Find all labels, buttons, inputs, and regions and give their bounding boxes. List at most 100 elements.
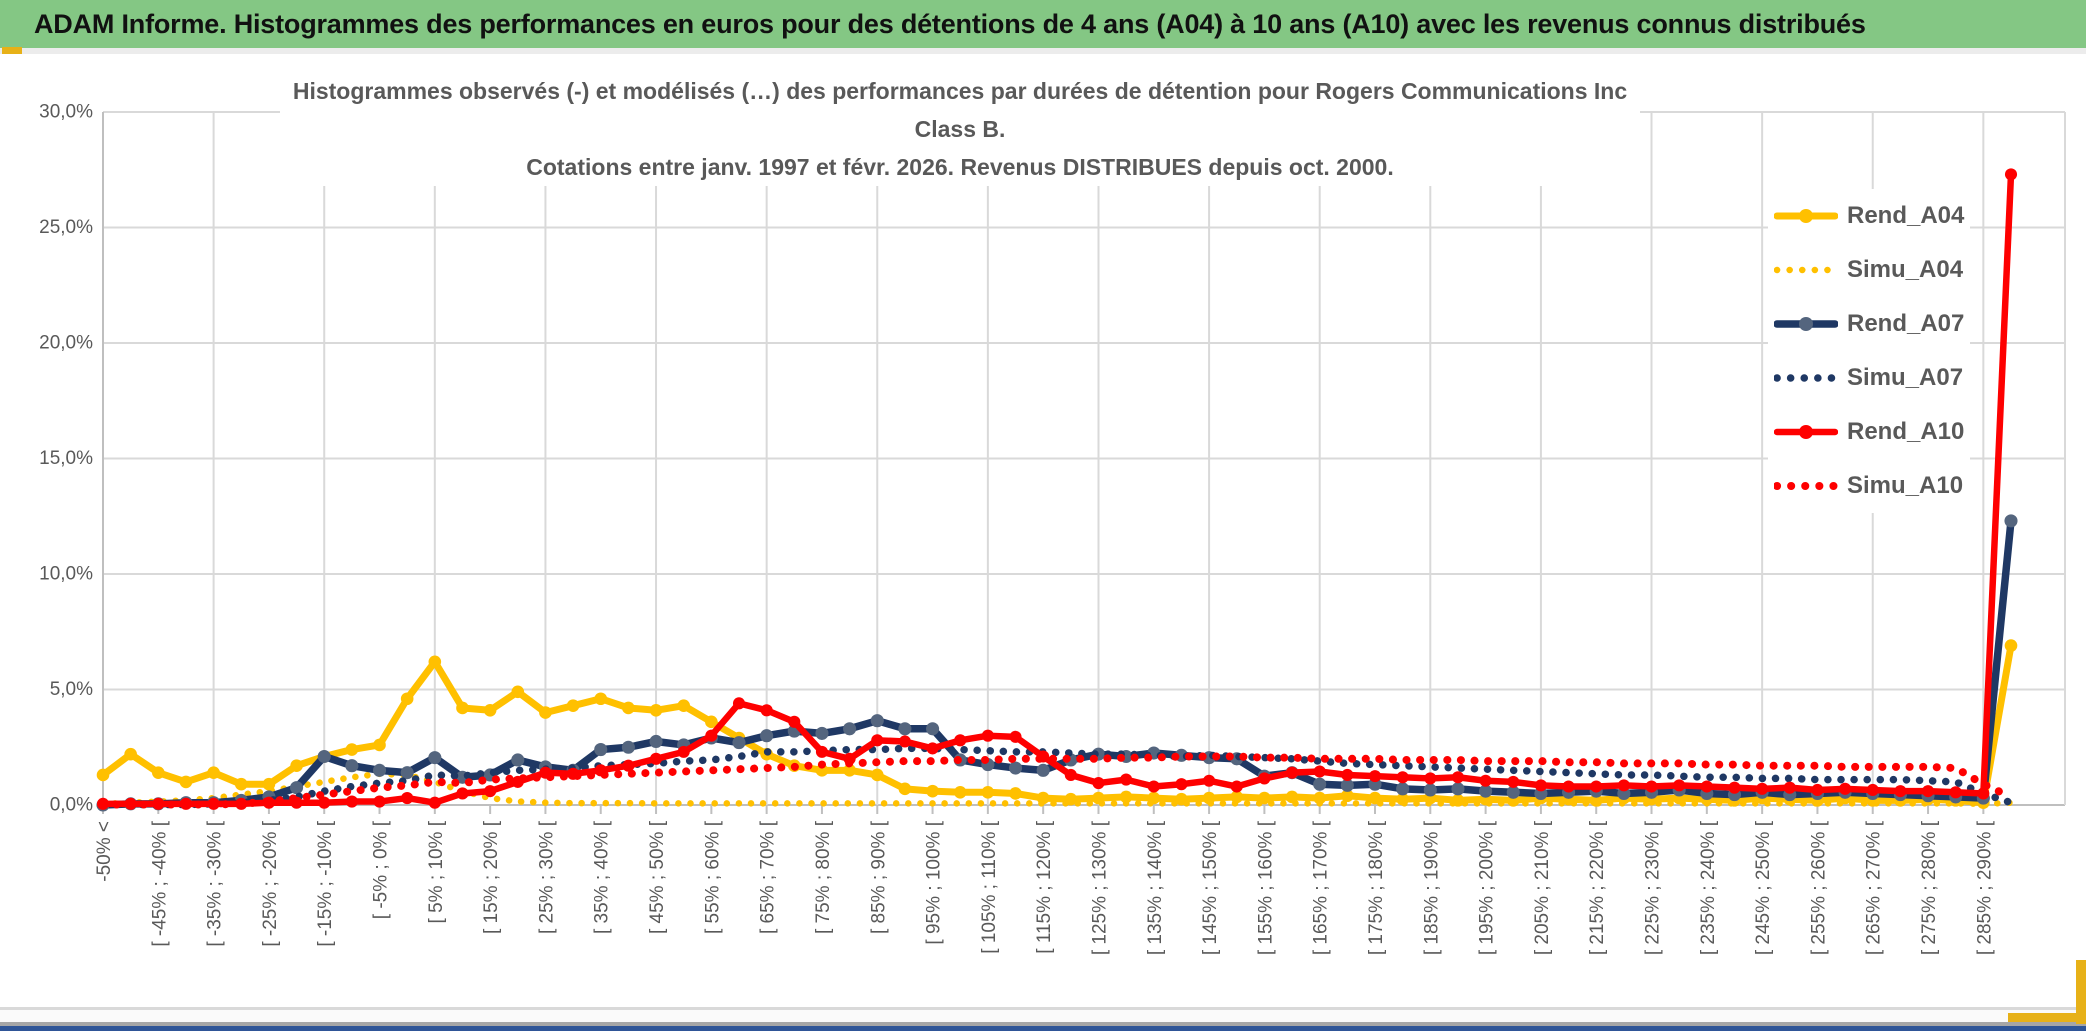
data-point-Rend_A04 xyxy=(511,685,525,699)
data-point-Rend_A10 xyxy=(1839,782,1852,795)
data-point-Rend_A04 xyxy=(622,701,635,715)
data-point-Rend_A10 xyxy=(1147,780,1160,793)
legend-item-Simu_A04: Simu_A04 xyxy=(1774,243,1964,297)
data-point-Rend_A10 xyxy=(401,792,414,805)
data-point-Rend_A07 xyxy=(815,726,829,740)
series-Simu_A04 xyxy=(99,770,2015,808)
data-point-Rend_A04 xyxy=(981,785,995,799)
data-point-Rend_A04 xyxy=(1313,791,1326,805)
legend-swatch-Rend_A04 xyxy=(1774,209,1838,223)
y-axis-label: 20,0% xyxy=(39,333,93,354)
x-axis-label: [ 65% ; 70% [ xyxy=(758,820,779,934)
data-point-Rend_A10 xyxy=(954,734,967,747)
data-point-Rend_A07 xyxy=(870,714,884,728)
data-point-Rend_A07 xyxy=(372,763,387,777)
data-point-Rend_A04 xyxy=(815,764,829,777)
data-point-Rend_A10 xyxy=(1451,771,1465,784)
data-point-Rend_A10 xyxy=(732,697,746,710)
data-point-Rend_A10 xyxy=(622,759,635,772)
x-axis-labels: -50% < [ -45% ; -40% [[ -35% ; -30% [[ -2… xyxy=(94,805,1995,955)
data-point-Rend_A10 xyxy=(1977,787,1990,800)
x-axis-label: [ 285% ; 290% [ xyxy=(1974,820,1995,955)
gold-accent-right xyxy=(2076,960,2086,1024)
data-point-Rend_A10 xyxy=(1728,781,1741,794)
data-point-Rend_A10 xyxy=(1507,775,1520,788)
data-point-Rend_A10 xyxy=(1064,768,1077,782)
chart-title-line1: Histogrammes observés (-) et modélisés (… xyxy=(292,78,1628,142)
x-axis-label: [ 75% ; 80% [ xyxy=(813,820,834,934)
data-point-Rend_A10 xyxy=(2004,168,2018,181)
data-point-Rend_A07 xyxy=(2004,514,2018,528)
data-point-Rend_A04 xyxy=(594,692,608,706)
x-axis-label: [ 45% ; 50% [ xyxy=(647,820,668,934)
x-axis-label: -50% < xyxy=(94,821,115,882)
data-point-Rend_A07 xyxy=(898,722,912,736)
data-point-Rend_A10 xyxy=(1562,780,1575,793)
data-point-Rend_A10 xyxy=(1866,783,1879,797)
data-point-Rend_A04 xyxy=(843,764,856,777)
data-point-Rend_A07 xyxy=(1506,785,1520,799)
data-point-Rend_A04 xyxy=(898,782,912,796)
legend-label: Rend_A10 xyxy=(1847,418,1965,445)
data-point-Rend_A10 xyxy=(1258,772,1271,785)
legend-swatch-Rend_A07 xyxy=(1774,317,1838,331)
data-point-Rend_A07 xyxy=(400,766,414,780)
data-point-Rend_A10 xyxy=(788,715,801,728)
data-point-Rend_A04 xyxy=(96,768,110,782)
data-point-Rend_A10 xyxy=(1783,781,1796,794)
data-point-Rend_A04 xyxy=(870,768,884,782)
data-point-Rend_A10 xyxy=(705,729,718,742)
data-point-Rend_A10 xyxy=(318,796,331,809)
data-point-Rend_A10 xyxy=(1756,782,1769,795)
data-point-Rend_A10 xyxy=(677,745,690,758)
data-point-Rend_A10 xyxy=(345,795,358,808)
data-point-Rend_A07 xyxy=(1340,778,1354,792)
banner-divider xyxy=(0,48,2086,54)
legend-swatch-Rend_A10 xyxy=(1774,425,1838,439)
x-axis-label: [ 215% ; 220% [ xyxy=(1587,820,1608,955)
data-point-Rend_A10 xyxy=(1590,780,1603,793)
legend-item-Rend_A07: Rend_A07 xyxy=(1774,297,1964,351)
x-axis-label: [ 255% ; 260% [ xyxy=(1808,820,1829,955)
x-axis-label: [ -5% ; 0% [ xyxy=(371,820,392,919)
data-point-Rend_A04 xyxy=(705,715,718,729)
data-point-Rend_A10 xyxy=(1617,779,1630,792)
y-axis-label: 25,0% xyxy=(39,217,93,238)
x-axis-label: [ 225% ; 230% [ xyxy=(1643,820,1664,955)
series-Simu_A07 xyxy=(99,744,2015,809)
x-axis-label: [ 125% ; 130% [ xyxy=(1089,820,1110,955)
legend-label: Rend_A04 xyxy=(1847,202,1965,229)
x-axis-label: [ -25% ; -20% [ xyxy=(260,820,281,946)
data-point-Rend_A04 xyxy=(290,759,303,773)
x-axis-label: [ 205% ; 210% [ xyxy=(1532,820,1553,955)
data-point-Rend_A10 xyxy=(1700,780,1713,793)
data-point-Rend_A04 xyxy=(1230,790,1244,804)
data-point-Rend_A04 xyxy=(1119,790,1133,804)
data-point-Rend_A10 xyxy=(1424,772,1437,785)
x-axis-label: [ -45% ; -40% [ xyxy=(149,820,170,946)
data-point-Rend_A07 xyxy=(428,751,442,765)
x-axis-label: [ 25% ; 30% [ xyxy=(536,820,557,934)
data-point-Rend_A10 xyxy=(649,752,663,765)
data-point-Rend_A07 xyxy=(1036,763,1050,777)
data-point-Rend_A07 xyxy=(760,729,774,743)
data-point-Rend_A07 xyxy=(511,753,525,767)
data-point-Rend_A10 xyxy=(1921,785,1935,798)
data-point-Rend_A07 xyxy=(1479,784,1493,798)
gold-accent-bottom-right xyxy=(2008,1013,2086,1022)
bottom-divider-dark xyxy=(0,1022,2086,1026)
x-axis-label: [ 165% ; 170% [ xyxy=(1311,820,1332,955)
data-point-Rend_A10 xyxy=(1396,771,1409,784)
data-point-Rend_A07 xyxy=(1423,783,1437,797)
x-axis-label: [ 195% ; 200% [ xyxy=(1477,820,1498,955)
data-point-Rend_A04 xyxy=(926,784,939,798)
data-point-Rend_A04 xyxy=(124,747,137,761)
data-point-Rend_A07 xyxy=(345,759,359,773)
y-axis-label: 10,0% xyxy=(39,564,93,585)
data-point-Rend_A04 xyxy=(234,777,248,791)
x-axis-label: [ 55% ; 60% [ xyxy=(702,820,723,934)
legend-item-Rend_A04: Rend_A04 xyxy=(1774,189,1964,243)
data-point-Rend_A07 xyxy=(290,781,304,795)
data-point-Rend_A07 xyxy=(317,749,331,764)
legend-swatch-Simu_A04 xyxy=(1774,266,1838,274)
